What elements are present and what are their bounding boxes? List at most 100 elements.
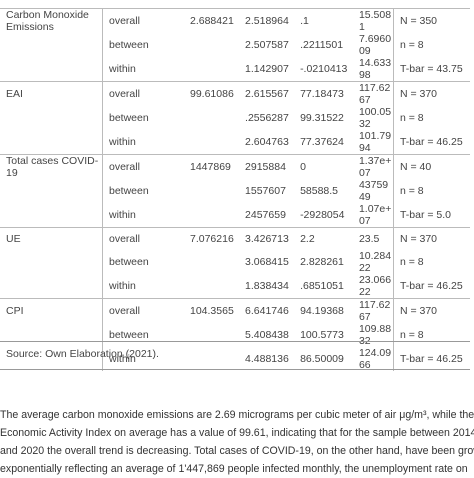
stat-cell: between — [109, 185, 149, 197]
sd-cell: 5.408438 — [245, 329, 289, 341]
stat-cell: overall — [102, 227, 184, 250]
max-cell: 14.63398 — [358, 57, 392, 81]
mean-cell: 2.688421 — [184, 8, 240, 33]
variable-cell: EAI — [0, 81, 103, 106]
variable-cell — [0, 347, 103, 371]
sd-cell: .2556287 — [245, 112, 289, 124]
variable-cell — [0, 179, 103, 203]
variable-cell — [0, 33, 103, 57]
obs-cell: n = 8 — [392, 33, 470, 57]
min-cell: .1 — [294, 8, 353, 33]
stat-cell: within — [109, 280, 136, 292]
table-row: Carbon Monoxide Emissions overall 2.688421… — [0, 8, 470, 33]
sd-cell: 1.838434 — [245, 280, 289, 292]
variable-cell — [0, 130, 103, 155]
obs-cell: N = 370 — [392, 298, 470, 323]
sd-cell: 2.615567 — [239, 81, 295, 106]
paragraph: The average carbon monoxide emissions ar… — [0, 406, 474, 478]
obs-cell: N = 370 — [392, 227, 470, 250]
table-row: within 4.488136 86.50009 124.0966 T-bar = 46… — [0, 347, 470, 371]
stat-cell: overall — [102, 154, 184, 179]
min-cell: 0 — [294, 154, 353, 179]
mean-cell: 99.61086 — [184, 81, 240, 106]
table-row: UE overall 7.076216 3.426713 2.2 23.5 N = 370 — [0, 227, 470, 250]
max-cell: 7.696009 — [358, 33, 392, 57]
stat-cell: within — [109, 209, 136, 221]
sd-cell: 4.488136 — [245, 353, 289, 365]
stats-table: Carbon Monoxide Emissions overall 2.688421… — [0, 8, 470, 371]
mean-cell — [184, 250, 239, 274]
max-cell: 23.06622 — [358, 274, 392, 298]
mean-cell: 7.076216 — [184, 227, 240, 250]
variable-cell: Carbon Monoxide Emissions — [0, 8, 103, 33]
stat-cell: within — [109, 353, 136, 365]
stat-cell: between — [109, 329, 149, 341]
min-cell: 99.31522 — [300, 112, 344, 124]
variable-cell: UE — [0, 227, 103, 250]
sd-cell: 1557607 — [245, 185, 286, 197]
sd-cell: 2.507587 — [245, 39, 289, 51]
paragraph-line: The average carbon monoxide emissions ar… — [0, 409, 474, 421]
max-cell: 100.0532 — [358, 106, 392, 130]
mean-cell: 1447869 — [184, 154, 240, 179]
stat-cell: overall — [102, 8, 184, 33]
min-cell: 86.50009 — [300, 353, 344, 365]
max-cell: 1.07e+07 — [358, 203, 392, 227]
max-cell: 101.7994 — [358, 130, 392, 154]
obs-cell: N = 40 — [392, 154, 470, 179]
stat-cell: between — [109, 256, 149, 268]
obs-cell: T-bar = 5.0 — [392, 203, 470, 228]
max-cell: 23.5 — [352, 227, 394, 250]
mean-cell: 104.3565 — [184, 298, 240, 323]
min-cell: -2928054 — [300, 209, 345, 221]
min-cell: .6851051 — [300, 280, 344, 292]
mean-cell — [184, 179, 239, 203]
min-cell: 77.37624 — [300, 136, 344, 148]
obs-cell: n = 8 — [392, 179, 470, 203]
min-cell: 77.18473 — [294, 81, 353, 106]
sd-cell: 2.518964 — [239, 8, 295, 33]
stat-cell: overall — [102, 298, 184, 323]
sd-cell: 3.426713 — [239, 227, 295, 250]
obs-cell: n = 8 — [392, 323, 470, 347]
max-cell: 124.0966 — [358, 347, 392, 371]
table-row: EAI overall 99.61086 2.615567 77.18473 117.62… — [0, 81, 470, 106]
table-row: within 2457659 -2928054 1.07e+07 T-bar = 5.0 — [0, 203, 470, 228]
mean-cell — [184, 203, 239, 228]
min-cell: 58588.5 — [300, 185, 339, 197]
min-cell: -.0210413 — [300, 63, 348, 75]
variable-cell — [0, 274, 103, 299]
mean-cell — [184, 106, 239, 130]
obs-cell: N = 350 — [392, 8, 470, 33]
stat-cell: between — [109, 112, 149, 124]
table-row: within 2.604763 77.37624 101.7994 T-bar = 46… — [0, 130, 470, 155]
mean-cell — [184, 130, 239, 155]
table-row: between 1557607 58588.5 4375949 n = 8 — [0, 179, 470, 203]
obs-cell: T-bar = 46.25 — [392, 274, 470, 299]
obs-cell: n = 8 — [392, 106, 470, 130]
variable-cell — [0, 57, 103, 82]
stat-cell: within — [109, 63, 136, 75]
max-cell: 4375949 — [358, 179, 389, 203]
min-cell: 2.828261 — [300, 256, 344, 268]
paragraph-line: and 2020 the overall trend is decreasing… — [0, 445, 474, 457]
sd-cell: 2457659 — [245, 209, 286, 221]
obs-cell: N = 370 — [392, 81, 470, 106]
max-cell: 117.6267 — [352, 81, 394, 106]
obs-cell: T-bar = 43.75 — [392, 57, 470, 82]
sd-cell: 6.641746 — [239, 298, 295, 323]
mean-cell — [184, 274, 239, 299]
mean-cell — [184, 57, 239, 82]
max-cell: 1.37e+07 — [352, 154, 394, 179]
table-row: within 1.838434 .6851051 23.06622 T-bar = 46… — [0, 274, 470, 299]
sd-cell: 2.604763 — [245, 136, 289, 148]
min-cell: 100.5773 — [300, 329, 344, 341]
obs-cell: T-bar = 46.25 — [392, 347, 470, 371]
max-cell: 15.5081 — [352, 8, 394, 33]
table-row: between .2556287 99.31522 100.0532 n = 8 — [0, 106, 470, 130]
table-row: between 2.507587 .2211501 7.696009 n = 8 — [0, 33, 470, 57]
max-cell: 10.28422 — [358, 250, 392, 274]
variable-cell — [0, 323, 103, 347]
paragraph-line: Economic Activity Index on average has a… — [0, 427, 474, 439]
